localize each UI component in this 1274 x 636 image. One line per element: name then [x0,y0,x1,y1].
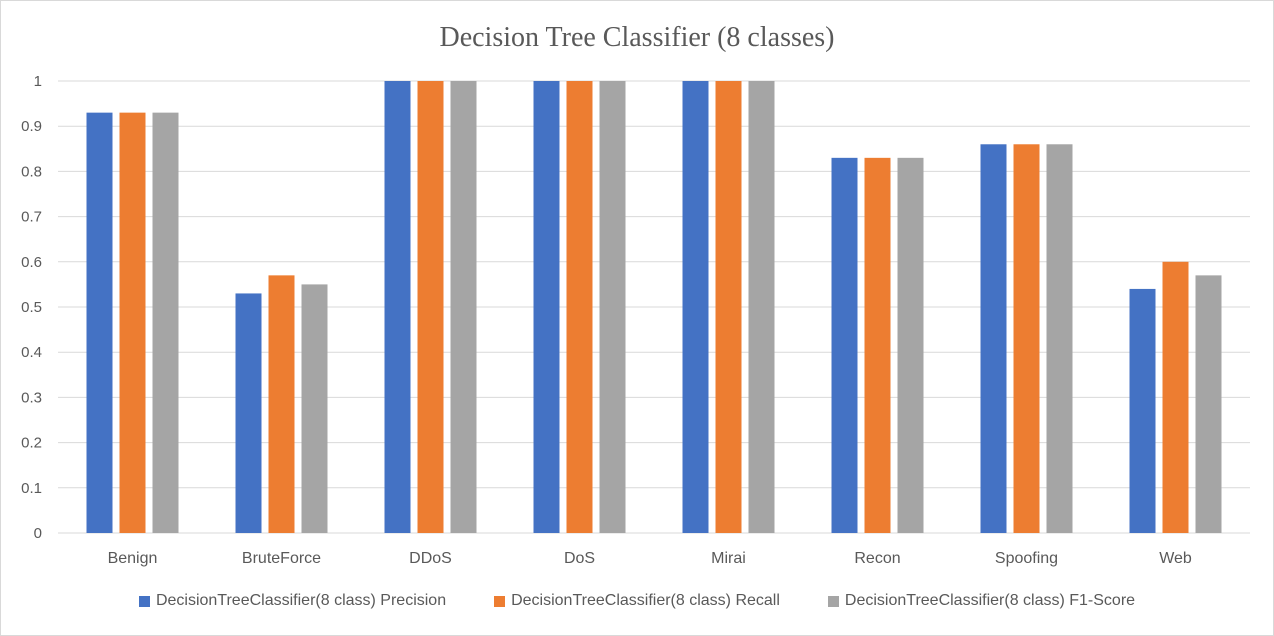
y-tick-label: 0.8 [21,163,42,180]
bar-spoofing-series-2 [1046,144,1073,533]
x-category-label: DDoS [409,550,452,567]
bar-ddos-series-2 [450,81,477,533]
bar-web-series-1 [1162,261,1189,533]
legend-item: DecisionTreeClassifier(8 class) Precisio… [138,590,447,612]
bar-bruteforce-series-2 [301,284,328,533]
bars [86,81,1222,533]
bar-benign-series-1 [119,112,146,533]
legend-item: DecisionTreeClassifier(8 class) F1-Score [827,590,1136,612]
bar-spoofing-series-1 [1013,144,1040,533]
y-axis-ticks: 0 0.1 0.2 0.3 0.4 0.5 0.6 0.7 0.8 0.9 1 [21,73,42,542]
y-tick-label: 1 [34,73,42,90]
bar-mirai-series-2 [748,81,775,533]
y-tick-label: 0.7 [21,209,42,226]
x-category-label: Benign [108,550,158,567]
legend: DecisionTreeClassifier(8 class) Precisio… [0,590,1274,612]
bar-recon-series-2 [897,157,924,533]
y-tick-label: 0.1 [21,480,42,497]
bar-web-series-0 [1129,288,1156,533]
legend-item: DecisionTreeClassifier(8 class) Recall [494,590,780,612]
bar-web-series-2 [1195,275,1222,533]
bar-dos-series-1 [566,81,593,533]
y-tick-label: 0.9 [21,118,42,135]
bar-bruteforce-series-0 [235,293,262,533]
bar-benign-series-2 [152,112,179,533]
x-category-label: Recon [854,550,900,567]
x-category-label: Spoofing [995,550,1058,567]
bar-mirai-series-1 [715,81,742,533]
bar-spoofing-series-0 [980,144,1007,533]
bar-recon-series-0 [831,157,858,533]
bar-ddos-series-1 [417,81,444,533]
bar-dos-series-2 [599,81,626,533]
legend-swatch [138,595,150,607]
chart-title: Decision Tree Classifier (8 classes) [439,22,835,53]
y-tick-label: 0.3 [21,389,42,406]
bar-recon-series-1 [864,157,891,533]
y-tick-label: 0.2 [21,435,42,452]
bar-mirai-series-0 [682,81,709,533]
bar-benign-series-0 [86,112,113,533]
y-tick-label: 0 [34,525,42,542]
bar-bruteforce-series-1 [268,275,295,533]
bar-ddos-series-0 [384,81,411,533]
x-category-label: DoS [564,550,595,567]
y-tick-label: 0.6 [21,254,42,271]
x-category-label: Mirai [711,550,746,567]
legend-label: DecisionTreeClassifier(8 class) Precisio… [155,592,447,609]
legend-swatch [827,595,839,607]
x-axis-categories: Benign BruteForce DDoS DoS Mirai Recon Spoofin… [108,550,1192,567]
legend-swatch [494,595,506,607]
bar-dos-series-0 [533,81,560,533]
x-category-label: BruteForce [242,550,321,567]
y-tick-label: 0.4 [21,344,42,361]
y-tick-label: 0.5 [21,299,42,316]
legend-label: DecisionTreeClassifier(8 class) F1-Score [844,592,1136,609]
legend-label: DecisionTreeClassifier(8 class) Recall [511,592,780,609]
x-category-label: Web [1159,550,1192,567]
